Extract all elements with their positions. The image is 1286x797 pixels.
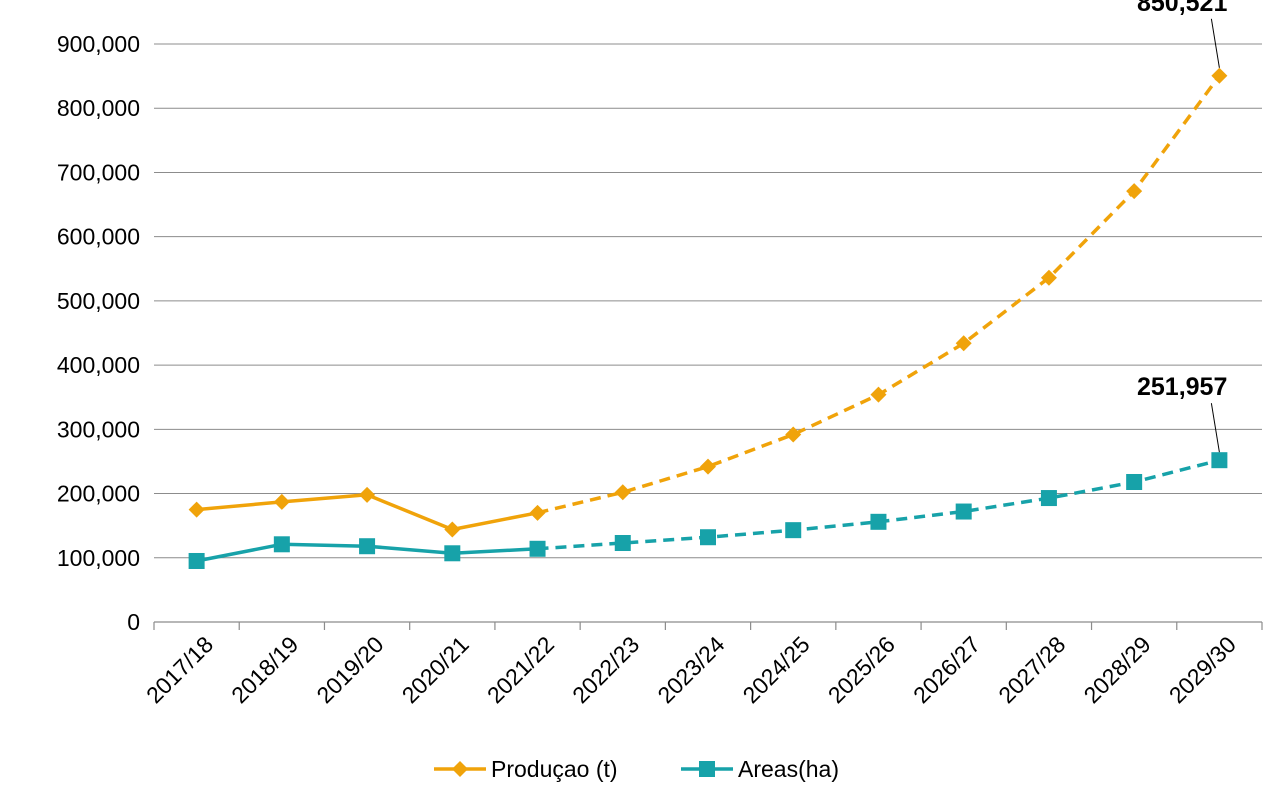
data-point bbox=[1126, 183, 1143, 200]
data-point bbox=[700, 529, 716, 546]
data-point bbox=[614, 535, 631, 552]
axes: 0 100,000 200,000 300,000 400,000 500,000 600,… bbox=[57, 31, 1263, 708]
y-tick-label: 800,000 bbox=[57, 95, 140, 121]
legend: Produçao (t) Areas(ha) bbox=[434, 756, 839, 782]
series-1 bbox=[188, 452, 1228, 569]
annotation-leader bbox=[1210, 403, 1220, 453]
y-tick-label: 700,000 bbox=[57, 159, 140, 185]
y-tick-label: 0 bbox=[127, 609, 140, 635]
data-point bbox=[1126, 473, 1143, 490]
x-tick-label: 2026/27 bbox=[908, 631, 985, 708]
data-point bbox=[614, 484, 631, 501]
y-tick-label: 300,000 bbox=[57, 416, 140, 442]
gridlines bbox=[154, 43, 1262, 559]
x-tick-label: 2025/26 bbox=[823, 631, 900, 708]
annotations: 850,521 251,957 bbox=[1137, 0, 1227, 453]
y-tick-label: 900,000 bbox=[57, 31, 140, 57]
data-point bbox=[870, 513, 887, 530]
x-tick-label: 2023/24 bbox=[652, 631, 729, 708]
legend-item: Areas(ha) bbox=[681, 756, 839, 782]
x-tick-label: 2021/22 bbox=[482, 631, 559, 708]
legend-marker bbox=[452, 761, 468, 777]
data-point bbox=[785, 522, 802, 539]
series-line-projected bbox=[537, 458, 1220, 551]
y-tick-label: 100,000 bbox=[57, 545, 140, 571]
data-point bbox=[700, 458, 716, 475]
x-tick-label: 2028/29 bbox=[1079, 631, 1156, 708]
series-group bbox=[188, 67, 1228, 569]
legend-label: Areas(ha) bbox=[738, 756, 839, 782]
data-point bbox=[1211, 67, 1228, 84]
legend-label: Produçao (t) bbox=[491, 756, 618, 782]
legend-item: Produçao (t) bbox=[434, 756, 618, 782]
data-point bbox=[273, 536, 290, 553]
x-tick-label: 2020/21 bbox=[397, 631, 474, 708]
data-point bbox=[188, 552, 205, 569]
data-point bbox=[529, 504, 546, 521]
data-point bbox=[273, 493, 290, 510]
y-tick-label: 500,000 bbox=[57, 288, 140, 314]
y-tick-label: 400,000 bbox=[57, 352, 140, 378]
annotation-leader bbox=[1210, 18, 1220, 68]
data-point bbox=[444, 545, 461, 562]
data-point bbox=[1040, 490, 1057, 507]
series-line-projected bbox=[537, 74, 1221, 515]
x-tick-label: 2022/23 bbox=[567, 631, 644, 708]
legend-marker bbox=[699, 761, 715, 777]
data-point bbox=[1211, 452, 1228, 469]
annotation-label: 251,957 bbox=[1137, 373, 1227, 401]
data-point bbox=[870, 386, 887, 403]
x-tick-label: 2017/18 bbox=[141, 631, 218, 708]
x-tick-label: 2027/28 bbox=[993, 631, 1070, 708]
y-tick-label: 600,000 bbox=[57, 224, 140, 250]
data-point bbox=[529, 540, 546, 557]
series-0 bbox=[188, 67, 1228, 538]
data-point bbox=[1040, 269, 1057, 286]
data-point bbox=[359, 538, 376, 555]
x-tick-label: 2019/20 bbox=[311, 631, 388, 708]
x-tick-label: 2018/19 bbox=[226, 631, 303, 708]
data-point bbox=[444, 521, 461, 538]
x-tick-label: 2029/30 bbox=[1164, 631, 1241, 708]
y-tick-label: 200,000 bbox=[57, 481, 140, 507]
x-tick-label: 2024/25 bbox=[738, 631, 815, 708]
data-point bbox=[188, 501, 205, 518]
data-point bbox=[359, 486, 376, 503]
data-point bbox=[955, 503, 972, 520]
annotation-label: 850,521 bbox=[1137, 0, 1227, 17]
data-point bbox=[955, 335, 972, 352]
data-point bbox=[785, 426, 802, 443]
